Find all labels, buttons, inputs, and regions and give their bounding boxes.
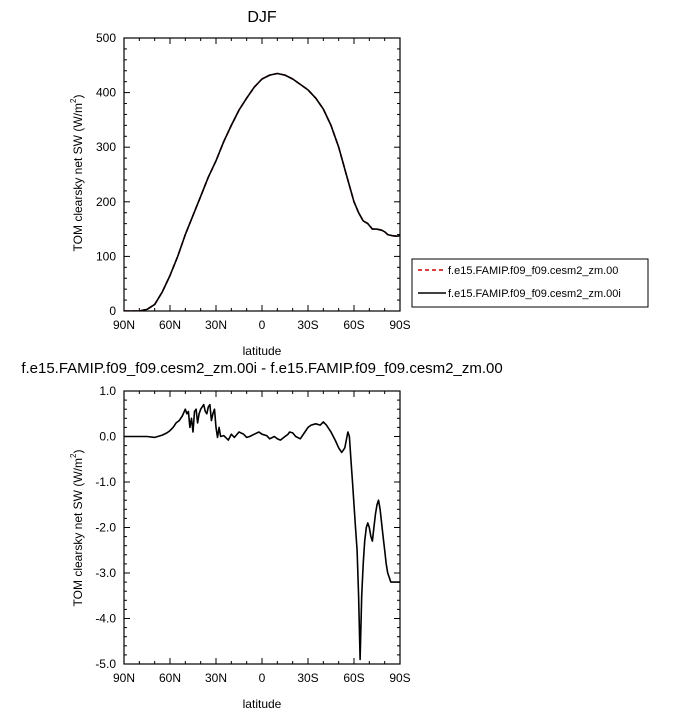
bottom-x-tick-label: 60N bbox=[159, 671, 181, 685]
top-x-tick-label: 60S bbox=[343, 318, 364, 332]
top-x-tick-label: 90S bbox=[389, 318, 410, 332]
top-x-tick-label: 30S bbox=[297, 318, 318, 332]
svg-text:TOM clearsky net SW (W/m2): TOM clearsky net SW (W/m2) bbox=[69, 450, 85, 607]
top-y-tick-label: 0 bbox=[109, 304, 116, 318]
bottom-x-tick-label: 30S bbox=[297, 671, 318, 685]
top-series-line-1 bbox=[124, 72, 400, 311]
svg-text:TOM clearsky net SW (W/m2): TOM clearsky net SW (W/m2) bbox=[69, 95, 85, 252]
top-x-tick-label: 30N bbox=[205, 318, 227, 332]
top-series-line-2 bbox=[124, 72, 400, 311]
bottom-y-tick-label: 0.0 bbox=[99, 430, 116, 444]
bottom-y-tick-label: -4.0 bbox=[95, 612, 116, 626]
top-x-tick-label: 0 bbox=[259, 318, 266, 332]
bottom-series-line-1 bbox=[124, 403, 400, 661]
top-chart-title: DJF bbox=[247, 9, 277, 26]
bottom-y-tick-label: -3.0 bbox=[95, 566, 116, 580]
bottom-y-tick-label: -5.0 bbox=[95, 657, 116, 671]
top-y-tick-label: 200 bbox=[96, 195, 116, 209]
bottom-x-tick-label: 60S bbox=[343, 671, 364, 685]
top-y-tick-label: 400 bbox=[96, 86, 116, 100]
top-panel: DJF TOM clearsky net SW (W/m2) latitude … bbox=[69, 9, 411, 358]
bottom-x-tick-label: 90S bbox=[389, 671, 410, 685]
bottom-panel: f.e15.FAMIP.f09_f09.cesm2_zm.00i - f.e15… bbox=[21, 360, 502, 711]
legend: f.e15.FAMIP.f09_f09.cesm2_zm.00 f.e15.FA… bbox=[411, 258, 649, 308]
bottom-chart-title: f.e15.FAMIP.f09_f09.cesm2_zm.00i - f.e15… bbox=[21, 360, 502, 377]
top-plot-area: 90N 60N 30N 0 30S 60S 90S 0 100 200 300 400 500 bbox=[96, 31, 411, 332]
legend-label-series-1: f.e15.FAMIP.f09_f09.cesm2_zm.00 bbox=[448, 265, 618, 277]
bottom-plot-area: 90N 60N 30N 0 30S 60S 90S 1.0 0.0 -1.0 -2.0 -3.0 -4.… bbox=[95, 384, 410, 685]
bottom-x-tick-label: 90N bbox=[113, 671, 135, 685]
bottom-x-tick-label: 30N bbox=[205, 671, 227, 685]
top-x-axis-label: latitude bbox=[243, 344, 282, 358]
top-x-tick-label: 90N bbox=[113, 318, 135, 332]
bottom-y-axis-label: TOM clearsky net SW (W/m2) bbox=[69, 450, 85, 607]
bottom-y-tick-label: 1.0 bbox=[99, 384, 116, 398]
bottom-y-tick-label: -2.0 bbox=[95, 521, 116, 535]
bottom-y-tick-label: -1.0 bbox=[95, 475, 116, 489]
top-y-axis-label: TOM clearsky net SW (W/m2) bbox=[69, 95, 85, 252]
bottom-x-tick-label: 0 bbox=[259, 671, 266, 685]
bottom-x-axis-label: latitude bbox=[243, 697, 282, 711]
top-y-tick-label: 100 bbox=[96, 249, 116, 263]
top-y-tick-label: 300 bbox=[96, 140, 116, 154]
legend-box bbox=[411, 258, 649, 308]
legend-label-series-2: f.e15.FAMIP.f09_f09.cesm2_zm.00i bbox=[448, 288, 621, 300]
top-x-tick-label: 60N bbox=[159, 318, 181, 332]
top-y-tick-label: 500 bbox=[96, 31, 116, 45]
